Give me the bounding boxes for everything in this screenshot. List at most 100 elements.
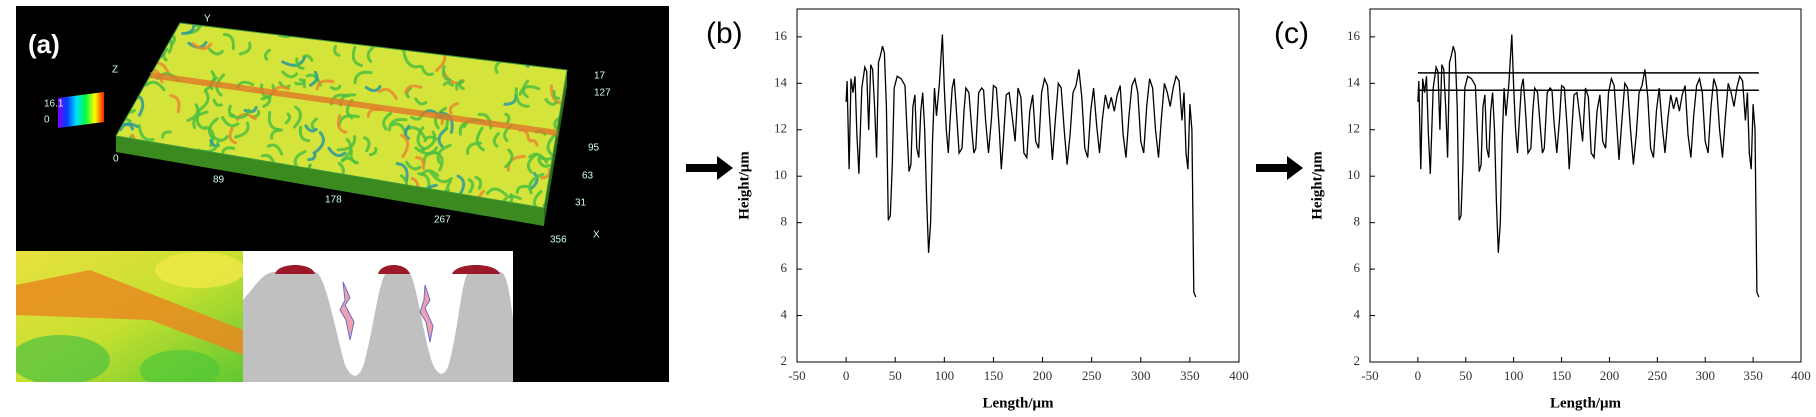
texture-stroke	[416, 126, 426, 151]
texture-stroke	[364, 85, 382, 93]
x-tick-label: -50	[788, 368, 805, 383]
texture-stroke	[415, 156, 426, 170]
pillars	[243, 272, 513, 382]
y-tick-label: 16	[1347, 28, 1361, 43]
texture-stroke	[405, 160, 422, 171]
texture-stroke	[458, 79, 465, 91]
texture-stroke	[528, 172, 545, 195]
x-tick-label: 300	[1131, 368, 1151, 383]
texture-stroke	[327, 146, 347, 158]
texture-stroke	[307, 152, 317, 162]
y-tick-label: 14	[1347, 74, 1361, 89]
texture-stroke	[340, 156, 358, 165]
x-tick-label: 0	[843, 368, 850, 383]
texture-stroke	[192, 110, 209, 130]
y-tick-label: 8	[781, 214, 788, 229]
axis-text: 0	[44, 115, 50, 126]
axis-text: 89	[213, 175, 225, 186]
texture-stroke	[222, 32, 235, 51]
x-axis-label: Length/μm	[1550, 395, 1622, 411]
texture-stroke	[552, 89, 561, 100]
texture-stroke	[169, 93, 181, 114]
texture-stroke	[181, 23, 196, 36]
texture-stroke	[266, 143, 284, 156]
panel-label: (c)	[1274, 17, 1309, 50]
x-axis-label: Length/μm	[982, 395, 1054, 411]
y-tick-label: 2	[781, 353, 788, 368]
y-tick-label: 10	[774, 167, 787, 182]
texture-stroke	[267, 110, 281, 132]
texture-stroke	[210, 134, 229, 142]
texture-stroke	[414, 97, 428, 106]
groove-stripe	[149, 72, 559, 136]
texture-stroke	[456, 174, 466, 196]
y-tick-label: 4	[781, 307, 788, 322]
y-tick-label: 10	[1347, 167, 1360, 182]
texture-stroke	[336, 114, 348, 134]
texture-stroke	[546, 134, 556, 157]
slab-side	[544, 70, 567, 226]
texture-stroke	[486, 187, 508, 197]
slab-outline	[115, 22, 568, 209]
crack	[339, 281, 355, 341]
texture-stroke	[366, 44, 377, 63]
cap	[378, 265, 410, 274]
slab-top	[116, 23, 567, 208]
y-tick-label: 16	[774, 28, 788, 43]
y-tick-label: 12	[1347, 121, 1360, 136]
texture-stroke	[402, 49, 422, 69]
texture-stroke	[162, 47, 169, 62]
profile-line	[1417, 34, 1760, 298]
x-tick-label: 300	[1695, 368, 1715, 383]
texture-stroke	[221, 146, 236, 156]
texture-stroke	[442, 81, 454, 87]
texture-stroke	[228, 126, 237, 145]
texture-stroke	[378, 87, 398, 100]
texture-stroke	[529, 171, 539, 190]
texture-stroke	[429, 171, 453, 184]
texture-stroke	[532, 190, 543, 208]
texture-stroke	[161, 130, 172, 139]
zoom-detail	[16, 252, 243, 382]
axis-text: 17	[594, 71, 606, 82]
texture-stroke	[238, 41, 252, 56]
texture-stroke	[448, 102, 459, 115]
color-scale	[58, 92, 104, 128]
texture-stroke	[308, 70, 319, 87]
x-tick-label: 0	[1415, 368, 1422, 383]
texture-stroke	[195, 109, 207, 131]
texture-stroke	[518, 85, 541, 96]
texture-stroke	[298, 125, 311, 143]
plot-frame	[796, 8, 1240, 363]
y-tick-label: 2	[1354, 353, 1361, 368]
texture-stroke	[144, 80, 166, 92]
texture-stroke	[295, 57, 305, 70]
y-tick-label: 6	[781, 260, 788, 275]
texture-stroke	[208, 47, 224, 56]
x-tick-label: 100	[935, 368, 955, 383]
texture-stroke	[540, 168, 552, 180]
texture-stroke	[467, 178, 475, 194]
texture-stroke	[191, 41, 213, 51]
texture-stroke	[351, 45, 363, 67]
texture-stroke	[504, 112, 511, 125]
x-tick-label: 400	[1791, 368, 1811, 383]
plot-frame	[1369, 8, 1802, 363]
texture-stroke	[395, 162, 409, 183]
cap	[275, 265, 315, 274]
texture-stroke	[537, 158, 551, 168]
y-tick-label: 6	[1354, 260, 1361, 275]
x-tick-label: 200	[1033, 368, 1053, 383]
texture-stroke	[315, 79, 335, 91]
slab-front	[116, 136, 544, 226]
texture-stroke	[197, 89, 210, 112]
axis-text: 178	[325, 195, 342, 206]
x-tick-label: 250	[1082, 368, 1102, 383]
texture-stroke	[263, 48, 271, 61]
texture-stroke	[368, 146, 378, 157]
texture-stroke	[212, 98, 223, 107]
texture-stroke	[363, 136, 371, 153]
crack	[419, 284, 434, 343]
texture-stroke	[330, 84, 342, 91]
